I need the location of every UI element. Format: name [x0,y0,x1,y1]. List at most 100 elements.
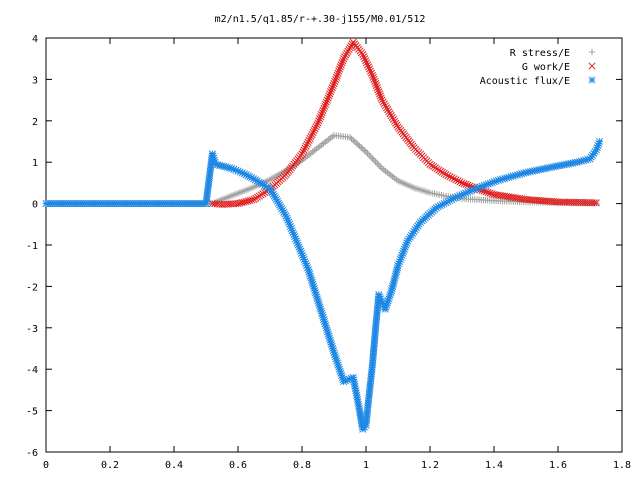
data-point [383,104,391,112]
legend-marker [588,48,596,56]
data-point [366,151,373,159]
data-point [301,144,309,152]
x-tick-label: 1 [363,460,369,471]
data-point [329,82,337,90]
legend-label: G work/E [522,62,570,73]
x-tick-label: 0.6 [229,460,247,471]
data-point [306,134,314,142]
data-point [379,98,387,106]
data-point [316,115,324,123]
data-point [596,137,604,146]
data-point [377,94,385,102]
y-tick-label: 4 [32,34,38,45]
data-point [378,96,386,104]
data-point [300,146,308,154]
data-point [369,73,377,81]
data-point [332,73,340,81]
data-point [321,102,329,110]
data-point [450,175,458,183]
data-point [370,156,378,164]
data-point [376,92,384,100]
data-point [323,96,331,104]
data-point [388,113,396,121]
data-point [360,53,368,61]
data-point [240,198,248,206]
data-point [327,86,336,94]
data-point [302,142,310,150]
x-tick-label: 1.8 [613,460,631,471]
data-point [336,63,344,71]
data-point [320,104,328,112]
data-point [364,61,372,69]
data-point [298,150,306,158]
y-tick-label: -5 [26,407,38,418]
y-tick-label: 3 [32,75,38,86]
data-point [460,180,468,188]
data-point [452,176,460,184]
x-tick-label: 1.4 [485,460,503,471]
data-point [346,44,354,52]
legend-marker [588,76,596,84]
data-point [486,189,494,197]
data-point [381,102,389,110]
data-point [246,196,254,205]
data-point [331,77,339,86]
data-point [391,117,399,125]
data-point [385,108,393,116]
data-point [335,67,343,75]
y-tick-label: -1 [26,241,38,252]
data-point [365,63,373,71]
data-point [458,179,466,187]
data-point [342,51,350,59]
data-point [384,106,392,114]
data-point [316,113,325,121]
data-point [310,127,318,135]
series-acoustic-flux-e [42,137,604,433]
data-point [448,174,456,182]
data-point [370,75,378,83]
y-tick-label: -4 [26,365,38,376]
x-tick-label: 1.6 [549,460,567,471]
data-point [330,79,338,88]
data-point [386,110,394,118]
data-point [362,148,370,156]
data-point [311,125,319,133]
series-layer [42,38,604,433]
data-point [446,173,454,181]
data-point [366,67,375,75]
data-point [372,158,379,165]
y-tick-label: -2 [26,282,38,293]
data-point [348,40,356,48]
data-point [359,145,366,153]
x-tick-label: 0.8 [293,460,311,471]
data-point [309,129,317,137]
x-tick-label: 1.2 [421,460,439,471]
axis-ticks: 0 0.2 0.4 0.6 0.8 1 1.2 1.4 1.6 1.8 4 3 2 1 0 -1 -2 -3 -4 -… [26,34,631,471]
data-point [372,82,380,90]
data-point [334,69,342,77]
y-tick-label: 0 [32,200,38,211]
data-point [244,197,252,205]
data-point [362,57,370,65]
data-point [361,147,368,154]
data-point [456,178,464,186]
data-point [317,111,325,119]
data-point [248,196,256,204]
data-point [336,65,344,73]
data-point [305,136,313,144]
data-point [299,148,307,156]
data-point [592,199,600,207]
data-point [314,119,322,127]
data-point [312,123,320,131]
data-point [590,199,598,207]
data-point [393,121,401,129]
legend-marker [588,62,596,70]
x-tick-label: 0.2 [101,460,119,471]
data-point [343,49,351,57]
data-point [315,117,323,125]
data-point [324,94,332,102]
data-point [318,108,326,117]
data-point [376,90,384,98]
data-point [348,135,355,143]
